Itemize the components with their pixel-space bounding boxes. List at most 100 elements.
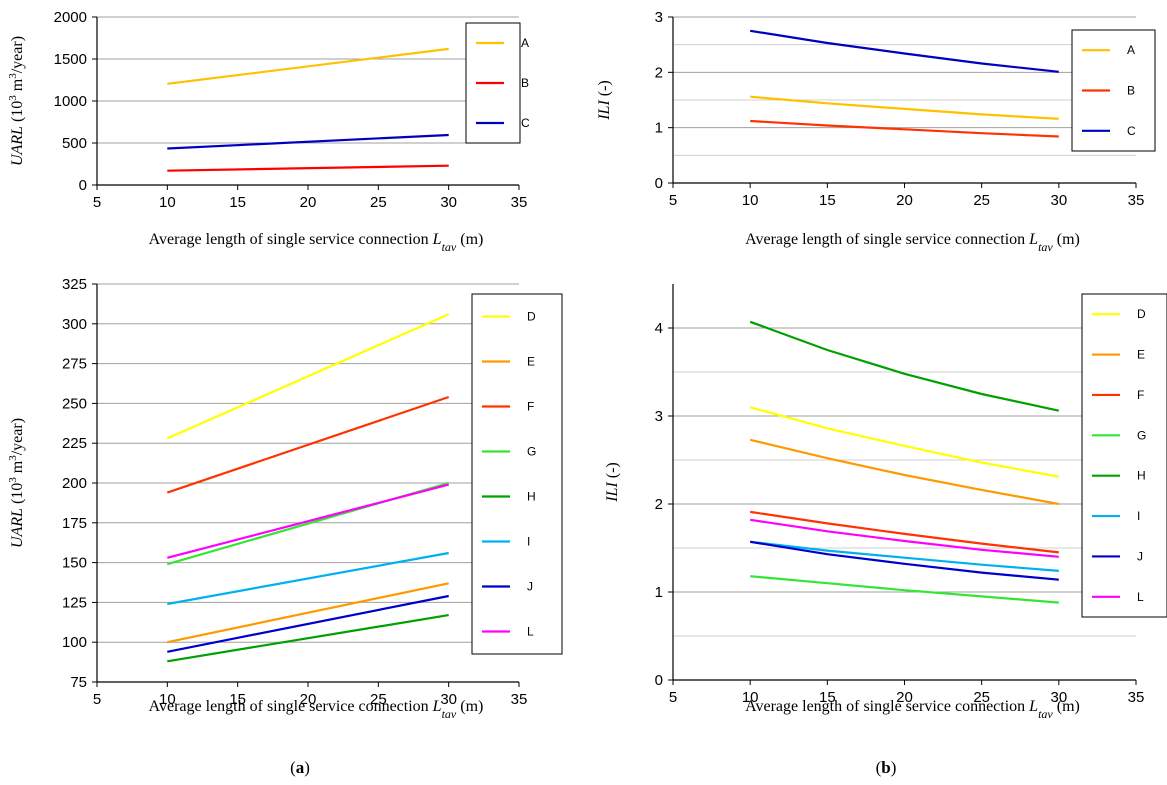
- y-axis-label: UARL (103 m3/year): [7, 418, 26, 548]
- x-tick-label: 25: [370, 691, 387, 708]
- x-tick-label: 5: [93, 194, 101, 211]
- panel-label-a: (a): [290, 758, 310, 777]
- chart-uarl-top: 0 500 1000 1500 2000 5 10 15 20 25 30 35 A B C Average …: [7, 9, 530, 254]
- legend-label-B: B: [1127, 84, 1135, 98]
- series-line-J: [750, 540, 1059, 581]
- series-line-A: [167, 47, 449, 85]
- y-tick-label: 200: [62, 475, 87, 492]
- y-tick-label: 0: [79, 177, 87, 194]
- series-line-B: [750, 119, 1059, 138]
- series-line-F: [750, 510, 1059, 554]
- legend-label-A: A: [521, 36, 529, 50]
- y-tick-label: 1: [655, 584, 663, 601]
- series-line-I: [167, 551, 449, 606]
- series-line-D: [749, 406, 1059, 478]
- x-tick-label: 20: [300, 194, 317, 211]
- series-line-E: [167, 582, 449, 644]
- y-tick-label: 225: [62, 435, 87, 452]
- legend-box: [1081, 293, 1167, 618]
- y-tick-label: 325: [62, 276, 87, 293]
- y-tick-label: 2: [655, 496, 663, 513]
- chart-ili-bottom: 0 1 2 3 4 5 10 15 20 25 30 35 D E F G H I J L Average length…: [604, 284, 1167, 721]
- x-tick-label: 15: [819, 689, 836, 706]
- series-line-H: [167, 614, 449, 663]
- series-line-J: [167, 594, 449, 653]
- y-tick-label: 3: [655, 9, 663, 26]
- legend-label-I: I: [1137, 509, 1140, 523]
- legend-box: [471, 293, 563, 655]
- panel-label-b: (b): [876, 758, 897, 777]
- legend-label-G: G: [1137, 428, 1146, 442]
- series-line-C: [167, 133, 449, 150]
- x-tick-label: 20: [896, 689, 913, 706]
- y-tick-label: 0: [655, 175, 663, 192]
- y-tick-label: 4: [655, 320, 663, 337]
- x-axis-label: Average length of single service connect…: [149, 231, 484, 254]
- x-tick-label: 5: [669, 192, 677, 209]
- x-tick-label: 20: [300, 691, 317, 708]
- y-tick-label: 0: [655, 672, 663, 689]
- x-tick-label: 15: [819, 192, 836, 209]
- x-tick-label: 15: [229, 691, 246, 708]
- legend-label-L: L: [1137, 590, 1144, 604]
- legend-label-D: D: [1137, 307, 1146, 321]
- y-axis-label: UARL (103 m3/year): [7, 36, 26, 166]
- x-axis-label: Average length of single service connect…: [149, 698, 484, 721]
- y-tick-label: 1: [655, 120, 663, 137]
- x-tick-label: 10: [742, 689, 759, 706]
- x-tick-label: 30: [1050, 689, 1067, 706]
- x-tick-label: 35: [1128, 689, 1145, 706]
- legend-label-F: F: [1137, 388, 1144, 402]
- x-tick-label: 25: [973, 689, 990, 706]
- series-line-C: [750, 29, 1059, 73]
- y-tick-label: 3: [655, 408, 663, 425]
- y-tick-label: 2000: [54, 9, 87, 26]
- series-line-I: [750, 540, 1059, 572]
- x-tick-label: 25: [973, 192, 990, 209]
- legend-label-C: C: [1127, 124, 1136, 138]
- legend-label-H: H: [527, 490, 536, 504]
- series-line-A: [750, 95, 1059, 120]
- series-line-G: [750, 575, 1059, 604]
- series-line-F: [166, 395, 450, 494]
- y-tick-label: 125: [62, 594, 87, 611]
- legend-label-I: I: [527, 535, 530, 549]
- series-line-H: [749, 320, 1060, 412]
- y-axis-label: ILI (-): [604, 462, 621, 503]
- legend-label-D: D: [527, 310, 536, 324]
- legend-label-C: C: [521, 116, 530, 130]
- x-axis-label: Average length of single service connect…: [745, 231, 1080, 254]
- legend-label-B: B: [521, 76, 529, 90]
- x-tick-label: 10: [159, 194, 176, 211]
- x-tick-label: 10: [742, 192, 759, 209]
- y-tick-label: 300: [62, 316, 87, 333]
- y-axis-label: ILI (-): [596, 80, 613, 121]
- y-tick-label: 75: [70, 674, 87, 691]
- x-tick-label: 30: [1050, 192, 1067, 209]
- legend-label-J: J: [527, 580, 533, 594]
- x-tick-label: 35: [1128, 192, 1145, 209]
- y-tick-label: 150: [62, 555, 87, 572]
- legend-label-F: F: [527, 400, 534, 414]
- x-tick-label: 15: [229, 194, 246, 211]
- series-line-L: [167, 483, 449, 559]
- x-tick-label: 5: [669, 689, 677, 706]
- series-line-L: [750, 518, 1059, 558]
- x-axis-label: Average length of single service connect…: [745, 698, 1080, 721]
- x-tick-label: 5: [93, 691, 101, 708]
- legend-label-L: L: [527, 625, 534, 639]
- y-tick-label: 275: [62, 356, 87, 373]
- y-tick-label: 1000: [54, 93, 87, 110]
- x-tick-label: 30: [440, 194, 457, 211]
- legend-label-E: E: [527, 355, 535, 369]
- x-tick-label: 10: [159, 691, 176, 708]
- chart-uarl-bottom: 75 100 125 150 175 200 225 250 275 300 325 5 10 15 20 2…: [7, 276, 563, 721]
- y-tick-label: 500: [62, 135, 87, 152]
- y-tick-label: 1500: [54, 51, 87, 68]
- legend-label-H: H: [1137, 469, 1146, 483]
- y-tick-label: 175: [62, 515, 87, 532]
- y-tick-label: 2: [655, 64, 663, 81]
- x-tick-label: 30: [440, 691, 457, 708]
